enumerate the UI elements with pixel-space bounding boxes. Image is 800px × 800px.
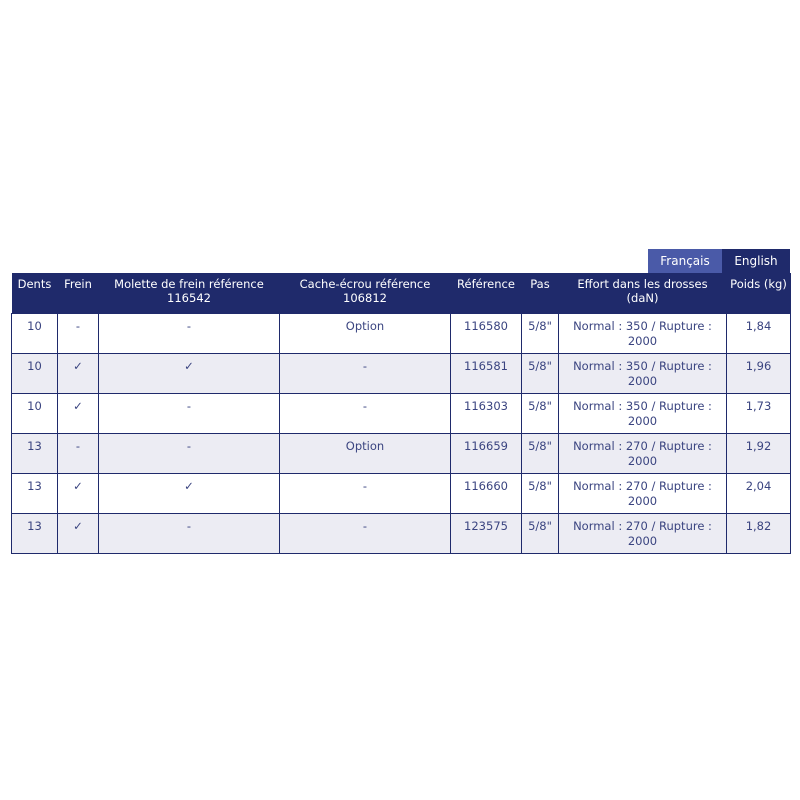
tab-francais[interactable]: Français — [648, 249, 722, 273]
table-row: 10- - Option 116580 5/8" Normal : 350 / Ruptu… — [11, 312, 791, 354]
table-cell: ✓ — [57, 352, 99, 394]
table-cell: 116303 — [450, 392, 522, 434]
table-cell: - — [57, 432, 99, 474]
column-header: Frein — [57, 273, 99, 313]
table-cell: Option — [279, 432, 451, 474]
table-cell: 116580 — [450, 312, 522, 354]
table-cell: - — [279, 472, 451, 514]
table-cell: - — [57, 312, 99, 354]
table-cell: 13 — [11, 472, 58, 514]
table-cell: 116659 — [450, 432, 522, 474]
table-header-row: Dents Frein Molette de frein référence 116… — [11, 273, 791, 313]
table-cell: 1,82 — [726, 512, 791, 554]
table-cell: 5/8" — [521, 392, 559, 434]
table-cell: 5/8" — [521, 312, 559, 354]
table-row: 13 ✓ ✓ -116660 5/8" Normal : 270 / Rupture : … — [11, 472, 791, 514]
table-cell: ✓ — [98, 352, 280, 394]
table-cell: Normal : 350 / Rupture : 2000 — [558, 312, 727, 354]
column-header: Molette de frein référence 116542 — [98, 273, 280, 313]
table-cell: 10 — [11, 352, 58, 394]
table-cell: Option — [279, 312, 451, 354]
table-cell: 1,73 — [726, 392, 791, 434]
table-cell: 123575 — [450, 512, 522, 554]
table-cell: 13 — [11, 432, 58, 474]
table-cell: 5/8" — [521, 432, 559, 474]
table-cell: ✓ — [57, 512, 99, 554]
table-cell: 2,04 — [726, 472, 791, 514]
table-cell: - — [279, 352, 451, 394]
table-cell: ✓ — [98, 472, 280, 514]
table-cell: 10 — [11, 312, 58, 354]
table-cell: - — [98, 512, 280, 554]
table-row: 10 ✓ ✓ -116581 5/8" Normal : 350 / Rupture : … — [11, 352, 791, 394]
table-cell: - — [279, 392, 451, 434]
table-cell: 1,92 — [726, 432, 791, 474]
table-cell: 5/8" — [521, 512, 559, 554]
language-tabs: Français English — [648, 249, 790, 273]
table-row: 13 ✓ - -123575 5/8" Normal : 270 / Rupture : … — [11, 512, 791, 554]
table-cell: - — [98, 312, 280, 354]
column-header: Dents — [11, 273, 58, 313]
table-cell: Normal : 350 / Rupture : 2000 — [558, 352, 727, 394]
table-cell: 10 — [11, 392, 58, 434]
table-cell: 1,84 — [726, 312, 791, 354]
column-header: Poids (kg) — [726, 273, 791, 313]
table-cell: 1,96 — [726, 352, 791, 394]
product-table: Dents Frein Molette de frein référence 116… — [11, 273, 791, 554]
table-cell: 116660 — [450, 472, 522, 514]
table-cell: 116581 — [450, 352, 522, 394]
table-row: 10 ✓ - -116303 5/8" Normal : 350 / Rupture : … — [11, 392, 791, 434]
table-cell: ✓ — [57, 472, 99, 514]
table-cell: 13 — [11, 512, 58, 554]
table-cell: Normal : 270 / Rupture : 2000 — [558, 512, 727, 554]
table-cell: Normal : 270 / Rupture : 2000 — [558, 432, 727, 474]
table-cell: 5/8" — [521, 352, 559, 394]
table-cell: - — [98, 432, 280, 474]
table-cell: ✓ — [57, 392, 99, 434]
table-cell: Normal : 350 / Rupture : 2000 — [558, 392, 727, 434]
tab-english[interactable]: English — [722, 249, 790, 273]
table-cell: - — [98, 392, 280, 434]
table-row: 13- - Option 116659 5/8" Normal : 270 / Ruptu… — [11, 432, 791, 474]
table-cell: 5/8" — [521, 472, 559, 514]
table-cell: Normal : 270 / Rupture : 2000 — [558, 472, 727, 514]
column-header: Pas — [521, 273, 559, 313]
column-header: Effort dans les drosses (daN) — [558, 273, 727, 313]
table-cell: - — [279, 512, 451, 554]
column-header: Cache-écrou référence 106812 — [279, 273, 451, 313]
column-header: Référence — [450, 273, 522, 313]
